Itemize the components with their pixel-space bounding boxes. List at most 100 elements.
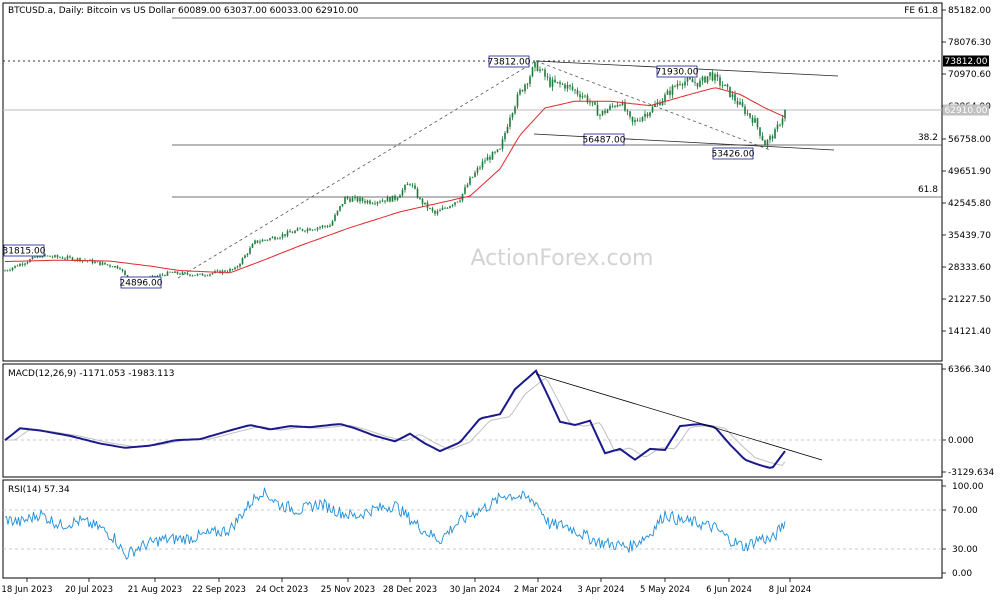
candle-body [336,210,339,215]
x-tick-label: 2 Mar 2024 [514,585,562,595]
candle-body [201,273,204,276]
macd-tick-label: 6366.340 [948,365,991,375]
candle-body [739,102,741,105]
candle-body [409,184,411,185]
candle-body [359,197,361,202]
x-tick-label: 6 Jun 2024 [706,585,752,595]
y-tick-label: 14121.40 [948,327,991,337]
candle-body [384,200,386,202]
candle-body [716,74,719,78]
candle-body [94,261,96,264]
price-box-current: 62910.00 [943,104,989,116]
candle-body [474,172,476,177]
candle-body [254,240,256,244]
candle-body [564,84,566,89]
candle-body [574,89,576,91]
candle-body [321,225,324,228]
candle-body [554,79,556,83]
candle-body [276,238,279,240]
y-tick-label: 42545.80 [948,199,991,209]
candle-body [329,225,331,227]
candle-body [506,126,509,134]
candle-body [469,177,471,185]
candle-body [101,262,104,265]
candle-body [169,271,171,273]
y-tick-label: 28333.60 [948,263,991,273]
fib-382-label: 38.2 [918,133,938,143]
candle-body [171,272,174,274]
candle-body [99,261,101,265]
candle-body [401,190,404,196]
candle-body [489,156,491,160]
candle-body [694,82,696,83]
candle-body [284,234,286,236]
candle-body [59,257,61,259]
candle-body [66,256,69,259]
candle-body [209,273,211,276]
candle-body [569,84,571,87]
macd-y-axis: 6366.340 0.000 -3129.634 [942,365,994,478]
candle-body [519,89,521,95]
candle-body [751,117,754,123]
candle-body [724,84,726,87]
candle-body [671,85,674,95]
candle-body [64,258,66,260]
rsi-line [4,487,786,561]
candle-body [424,202,426,205]
candle-body [609,105,611,110]
candle-body [316,227,319,230]
candle-body [676,84,679,87]
macd-trendline [535,373,823,461]
candle-body [334,214,336,221]
candle-body [121,269,124,271]
svg-text:73812.00: 73812.00 [488,58,531,68]
candle-body [406,184,409,186]
candle-body [344,197,346,205]
candle-body [206,275,209,277]
candle-body [744,106,746,114]
candle-body [224,270,226,272]
candle-body [476,168,479,173]
candle-body [566,84,569,89]
candle-body [19,263,21,267]
candle-body [381,200,384,202]
candle-body [369,200,371,204]
candle-body [194,275,196,277]
candle-body [124,270,126,276]
candle-body [714,74,716,81]
x-tick-label: 21 Aug 2023 [128,585,182,595]
candle-body [216,270,219,272]
x-tick-label: 8 Jul 2024 [769,585,812,595]
candle-body [611,105,614,107]
candle-body [539,69,541,72]
candle-body [221,270,224,274]
candle-body [559,81,561,84]
candle-body [296,228,299,231]
candle-body [79,258,81,262]
candle-body [9,269,11,271]
candle-body [196,274,199,276]
annotation-71930: 71930.00 [656,65,699,78]
candle-body [404,185,406,191]
candle-body [294,230,296,233]
candle-body [664,94,666,101]
candle-body [446,207,449,209]
candle-body [629,111,631,117]
macd-tick-label: 0.000 [948,436,974,446]
candle-body [226,271,229,273]
candle-body [391,195,394,202]
candle-body [151,275,154,278]
macd-line [4,369,786,469]
candle-body [684,81,686,86]
candle-body [429,208,431,209]
candle-body [674,85,676,87]
candle-body [604,110,606,114]
y-tick-label: 21227.50 [948,295,991,305]
candle-body [186,272,189,275]
candle-body [634,120,636,123]
annotation-24896: 24896.00 [120,276,163,289]
candle-body [641,117,644,121]
x-tick-label: 3 Apr 2024 [577,585,624,595]
candle-body [104,262,106,265]
rsi-tick-label: 70.00 [952,506,978,516]
